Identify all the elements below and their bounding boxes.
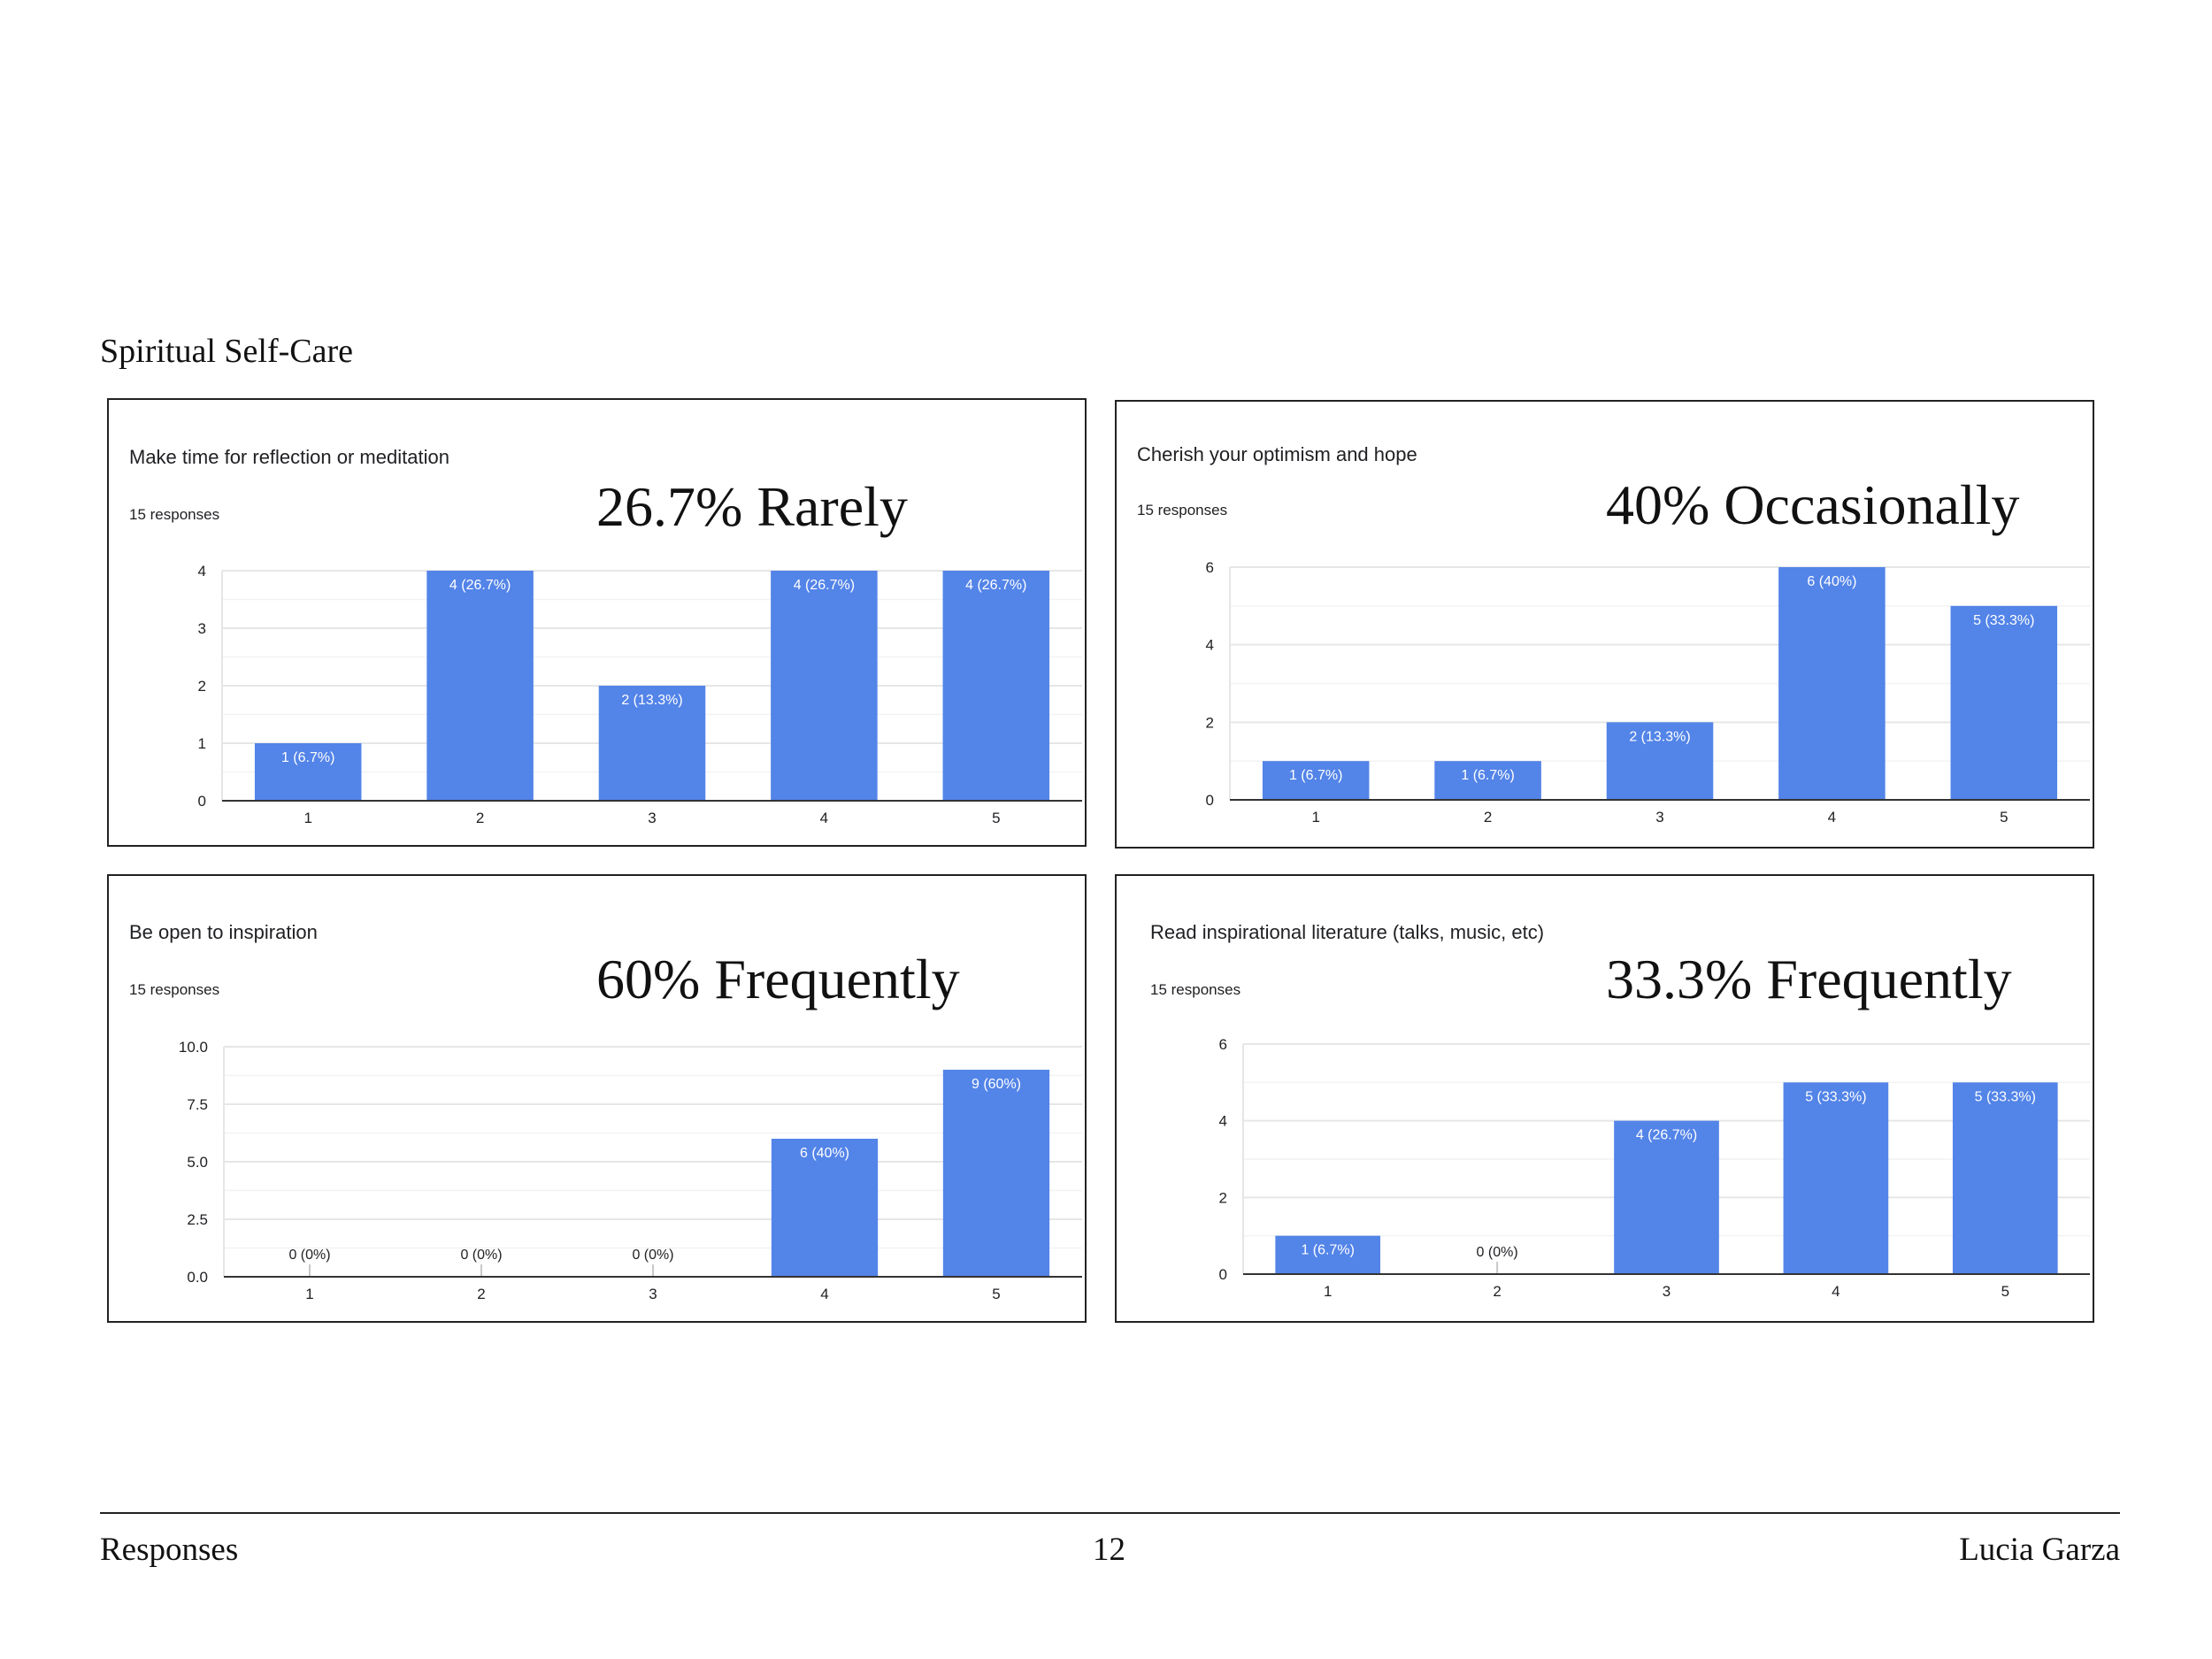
bar — [426, 571, 534, 801]
section-title: Spiritual Self-Care — [100, 333, 353, 370]
y-tick-label: 3 — [198, 620, 206, 637]
response-count: 15 responses — [1150, 981, 1241, 998]
x-tick-label: 1 — [1311, 809, 1319, 826]
chart-title: Be open to inspiration — [129, 921, 318, 943]
response-count: 15 responses — [129, 981, 220, 998]
bar-value-label: 4 (26.7%) — [965, 578, 1026, 593]
footer-author: Lucia Garza — [1959, 1532, 2120, 1568]
bar — [771, 571, 878, 801]
y-tick-label: 6 — [1206, 559, 1214, 576]
bar-value-label: 1 (6.7%) — [1289, 768, 1342, 783]
y-tick-label: 0 — [198, 793, 206, 810]
chart-title: Make time for reflection or meditation — [129, 446, 449, 468]
y-tick-label: 2 — [198, 678, 206, 695]
chart-headline: 26.7% Rarely — [596, 475, 908, 538]
x-tick-label: 2 — [477, 1286, 485, 1302]
page-number: 12 — [1093, 1532, 1125, 1568]
bar-value-label: 4 (26.7%) — [794, 578, 855, 593]
bar — [1614, 1120, 1719, 1274]
x-tick-label: 1 — [303, 810, 311, 826]
x-tick-label: 4 — [1828, 809, 1836, 826]
y-tick-label: 4 — [1219, 1113, 1227, 1130]
response-count: 15 responses — [129, 506, 220, 523]
response-count: 15 responses — [1137, 502, 1228, 518]
bar-chart: 0 2 4 6 1 (6.7%) 1 1 (6.7%) 2 2 (13.3%) 3 6 (40%) 4… — [1206, 559, 2090, 826]
bar-value-label: 2 (13.3%) — [1629, 729, 1690, 744]
x-tick-label: 2 — [1493, 1283, 1501, 1300]
x-tick-label: 5 — [992, 1286, 1000, 1302]
bar-value-label: 1 (6.7%) — [1461, 768, 1514, 783]
bar-value-label: 6 (40%) — [800, 1146, 849, 1161]
bar-value-label: 4 (26.7%) — [449, 578, 511, 593]
x-tick-label: 1 — [1324, 1283, 1332, 1300]
x-tick-label: 4 — [820, 810, 828, 826]
y-tick-label: 0 — [1206, 792, 1214, 809]
y-tick-label: 10.0 — [179, 1039, 208, 1056]
x-tick-label: 4 — [820, 1286, 828, 1302]
y-tick-label: 4 — [1206, 637, 1214, 654]
y-tick-label: 2.5 — [187, 1211, 208, 1228]
bar-value-label: 5 (33.3%) — [1973, 613, 2034, 628]
x-tick-label: 5 — [2000, 809, 2008, 826]
chart-title: Read inspirational literature (talks, mu… — [1150, 921, 1545, 943]
y-tick-label: 5.0 — [187, 1154, 208, 1171]
bar — [254, 743, 362, 801]
bar — [1606, 722, 1714, 800]
bar-value-label: 0 (0%) — [632, 1248, 673, 1263]
x-tick-label: 3 — [649, 1286, 657, 1302]
footer-section-label: Responses — [100, 1532, 239, 1568]
chart-panel-optimism: Cherish your optimism and hope 15 respon… — [1115, 400, 2094, 849]
x-tick-label: 3 — [1663, 1283, 1671, 1300]
bar — [1275, 1235, 1381, 1274]
y-tick-label: 7.5 — [187, 1096, 208, 1113]
y-tick-label: 4 — [198, 563, 206, 580]
bar-value-label: 0 (0%) — [460, 1248, 502, 1263]
x-tick-label: 2 — [476, 810, 484, 826]
chart-headline: 60% Frequently — [596, 948, 960, 1010]
x-tick-label: 4 — [1832, 1283, 1839, 1300]
bar — [1262, 761, 1370, 800]
bar-value-label: 1 (6.7%) — [281, 750, 334, 765]
bar-value-label: 9 (60%) — [972, 1077, 1021, 1092]
bar-chart: 0 2 4 6 1 (6.7%) 1 0 (0%) 2 4 (26.7%) 3 5 (33.3%) 4… — [1219, 1036, 2090, 1300]
y-tick-label: 0 — [1219, 1266, 1227, 1283]
bar-value-label: 0 (0%) — [288, 1248, 330, 1263]
x-tick-label: 5 — [992, 810, 1000, 826]
bar — [1783, 1082, 1889, 1274]
bar-chart: 0 1 2 3 4 1 (6.7%) 1 4 (26.7%) 2 2 (13.3%) 3 4 (26.… — [198, 563, 1082, 826]
y-tick-label: 6 — [1219, 1036, 1227, 1053]
chart-headline: 33.3% Frequently — [1606, 948, 2012, 1010]
bar-value-label: 5 (33.3%) — [1975, 1089, 2036, 1104]
y-tick-label: 1 — [198, 735, 206, 752]
x-tick-label: 3 — [1655, 809, 1663, 826]
bar — [1434, 761, 1541, 800]
chart-headline: 40% Occasionally — [1606, 473, 2020, 536]
bar-chart: 0.0 2.5 5.0 7.5 10.0 0 (0%) 1 0 (0%) 2 0 (0%) 3 6 (… — [179, 1039, 1082, 1302]
bar — [942, 571, 1050, 801]
x-tick-label: 3 — [648, 810, 656, 826]
chart-title: Cherish your optimism and hope — [1137, 443, 1417, 465]
bar — [942, 1070, 1050, 1277]
y-tick-label: 2 — [1206, 714, 1214, 731]
bar — [598, 686, 706, 801]
y-tick-label: 0.0 — [187, 1269, 208, 1286]
x-tick-label: 5 — [2001, 1283, 2009, 1300]
bar — [1950, 605, 2058, 800]
bar — [1952, 1082, 2058, 1274]
x-tick-label: 1 — [305, 1286, 313, 1302]
bar-value-label: 2 (13.3%) — [621, 693, 682, 708]
bar-value-label: 0 (0%) — [1477, 1245, 1518, 1260]
chart-panel-reflection: Make time for reflection or meditation 1… — [107, 398, 1087, 847]
footer-divider — [100, 1512, 2120, 1514]
bar-value-label: 1 (6.7%) — [1301, 1243, 1354, 1258]
chart-panel-literature: Read inspirational literature (talks, mu… — [1115, 874, 2094, 1323]
bar — [1778, 567, 1886, 800]
chart-panel-inspiration: Be open to inspiration 15 responses 60% … — [107, 874, 1087, 1323]
bar-value-label: 5 (33.3%) — [1805, 1089, 1866, 1104]
bar — [771, 1139, 879, 1277]
x-tick-label: 2 — [1484, 809, 1492, 826]
bar-value-label: 4 (26.7%) — [1636, 1128, 1697, 1143]
bar-value-label: 6 (40%) — [1807, 574, 1856, 589]
y-tick-label: 2 — [1219, 1189, 1227, 1206]
